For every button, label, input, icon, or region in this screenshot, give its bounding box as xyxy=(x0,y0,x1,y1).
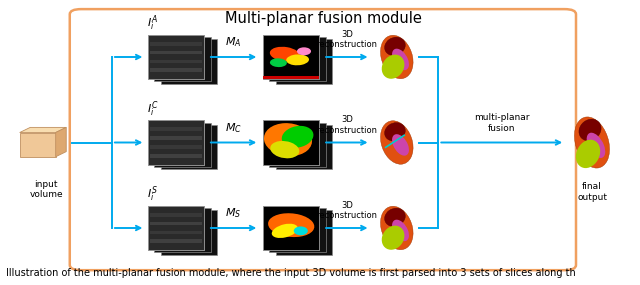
Bar xyxy=(276,210,332,255)
Bar xyxy=(263,76,319,79)
Text: input
volume: input volume xyxy=(29,180,63,199)
Bar xyxy=(269,123,326,167)
Ellipse shape xyxy=(294,226,308,235)
Ellipse shape xyxy=(381,226,404,250)
Text: $M_C$: $M_C$ xyxy=(225,121,242,135)
Bar xyxy=(276,39,332,84)
Bar xyxy=(148,120,204,165)
Bar xyxy=(148,35,204,79)
Text: $M_S$: $M_S$ xyxy=(225,206,242,220)
Ellipse shape xyxy=(381,35,413,79)
Bar xyxy=(154,37,211,82)
Bar xyxy=(161,210,217,255)
Text: Multi-planar fusion module: Multi-planar fusion module xyxy=(225,11,422,26)
Bar xyxy=(150,213,202,217)
Bar xyxy=(154,123,211,167)
Polygon shape xyxy=(20,127,67,133)
Text: 3D
reconstruction: 3D reconstruction xyxy=(316,201,378,220)
Text: $I_i^S$: $I_i^S$ xyxy=(147,185,157,205)
Ellipse shape xyxy=(392,49,409,70)
Bar xyxy=(263,120,319,165)
Bar xyxy=(20,133,56,157)
Ellipse shape xyxy=(270,141,300,158)
Ellipse shape xyxy=(385,123,405,141)
Text: multi-planar
fusion: multi-planar fusion xyxy=(474,113,529,133)
Text: 3D
reconstruction: 3D reconstruction xyxy=(316,30,378,49)
Ellipse shape xyxy=(268,213,314,237)
Text: 3D
reconstruction: 3D reconstruction xyxy=(316,115,378,135)
Bar xyxy=(269,208,326,253)
Text: final
output: final output xyxy=(577,182,607,202)
Ellipse shape xyxy=(270,58,287,67)
Bar xyxy=(276,125,332,169)
Ellipse shape xyxy=(286,54,309,65)
Ellipse shape xyxy=(385,208,405,227)
Bar xyxy=(263,35,319,79)
Bar xyxy=(263,206,319,250)
Bar xyxy=(148,206,204,250)
Bar xyxy=(154,208,211,253)
Ellipse shape xyxy=(297,47,311,55)
Bar xyxy=(150,231,202,234)
Text: $I_i^A$: $I_i^A$ xyxy=(147,14,157,33)
Bar xyxy=(148,206,204,250)
Bar xyxy=(161,39,217,84)
Ellipse shape xyxy=(579,119,601,141)
Bar xyxy=(263,120,319,165)
Bar xyxy=(150,127,202,131)
Bar xyxy=(150,145,202,149)
Ellipse shape xyxy=(272,224,298,238)
Ellipse shape xyxy=(381,121,413,164)
Bar xyxy=(148,120,204,165)
Bar xyxy=(150,68,202,72)
Ellipse shape xyxy=(270,47,300,62)
Ellipse shape xyxy=(392,220,409,241)
Bar xyxy=(150,239,202,243)
Bar xyxy=(263,35,319,79)
Bar xyxy=(148,35,204,79)
Ellipse shape xyxy=(264,123,312,156)
Ellipse shape xyxy=(381,55,404,79)
Polygon shape xyxy=(56,127,67,157)
Bar xyxy=(150,154,202,158)
Bar xyxy=(269,37,326,82)
Ellipse shape xyxy=(575,117,609,168)
Bar xyxy=(150,42,202,46)
Text: $I_i^C$: $I_i^C$ xyxy=(147,99,158,119)
Bar xyxy=(150,136,202,140)
Bar xyxy=(161,125,217,169)
Text: Illustration of the multi-planar fusion module, where the input 3D volume is fir: Illustration of the multi-planar fusion … xyxy=(6,268,576,278)
Ellipse shape xyxy=(385,37,405,56)
Ellipse shape xyxy=(381,206,413,250)
Bar xyxy=(150,222,202,225)
Ellipse shape xyxy=(392,134,409,156)
Ellipse shape xyxy=(282,126,314,148)
Ellipse shape xyxy=(576,140,600,168)
FancyBboxPatch shape xyxy=(70,9,576,270)
Bar xyxy=(263,206,319,250)
Bar xyxy=(150,60,202,63)
Text: $M_A$: $M_A$ xyxy=(225,35,242,49)
Bar xyxy=(150,51,202,54)
Ellipse shape xyxy=(587,133,605,158)
